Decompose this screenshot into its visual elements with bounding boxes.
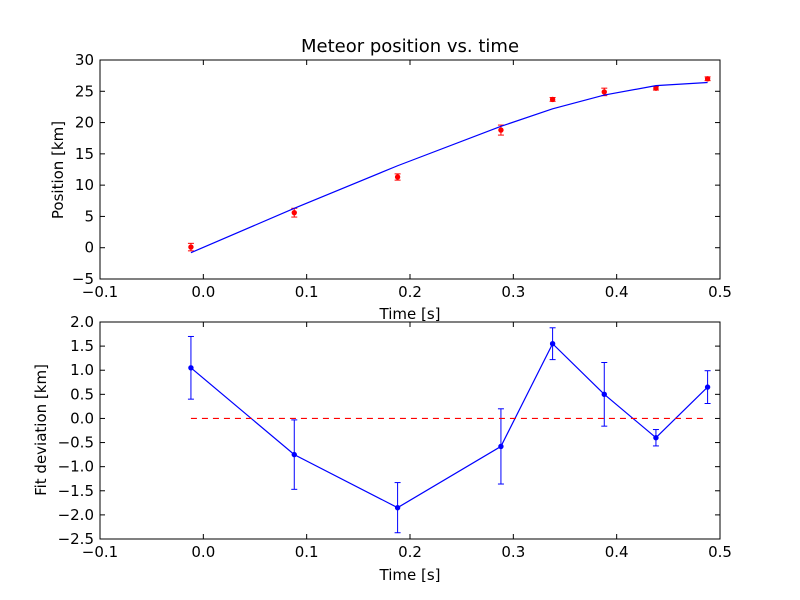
- data-point: [291, 451, 297, 458]
- y-tick-label: −5: [72, 270, 94, 288]
- data-point: [704, 76, 711, 82]
- y-tick-label: 0.0: [70, 409, 94, 427]
- x-tick-label: 0.1: [295, 283, 319, 301]
- data-point: [601, 391, 607, 398]
- x-tick-label: −0.1: [82, 283, 118, 301]
- x-tick-label: −0.1: [82, 543, 118, 561]
- data-point: [394, 504, 401, 511]
- data-point: [704, 384, 711, 390]
- x-tick-label: 0.3: [501, 543, 525, 561]
- x-tick-label: 0.0: [191, 283, 215, 301]
- position-plot: Meteor position vs. time Time [s] Positi…: [49, 36, 732, 323]
- y-axis-label: Fit deviation [km]: [32, 364, 50, 496]
- x-tick-label: 0.3: [501, 283, 525, 301]
- x-tick-label: 0.2: [398, 283, 422, 301]
- data-point: [394, 174, 401, 180]
- series-line: [190, 81, 708, 254]
- x-tick-label: 0.5: [708, 543, 732, 561]
- x-tick-label: 0.1: [295, 543, 319, 561]
- x-tick-label: 0.0: [191, 543, 215, 561]
- deviation-plot: Time [s] Fit deviation [km] −0.1 0.0 0.1 0.…: [32, 313, 732, 584]
- series-line: [190, 342, 709, 509]
- y-tick-label: 0.5: [70, 385, 94, 403]
- x-tick-label: 0.5: [708, 283, 732, 301]
- x-axis-label: Time [s]: [379, 566, 441, 584]
- y-tick-label: 10: [75, 176, 94, 194]
- x-tick-label: 0.4: [605, 283, 629, 301]
- y-tick-label: 1.5: [70, 337, 94, 355]
- x-tick-label: 0.4: [605, 543, 629, 561]
- chart-title: Meteor position vs. time: [301, 36, 519, 57]
- data-point: [188, 244, 194, 250]
- y-tick-label: 30: [75, 51, 94, 69]
- y-tick-label: −1.0: [58, 458, 94, 476]
- y-tick-label: 2.0: [70, 313, 94, 331]
- y-tick-label: 25: [75, 82, 94, 100]
- plot-marks: [187, 327, 711, 534]
- axis-ticks: −0.1 0.0 0.1 0.2 0.3 0.4 0.5 −5 0 5 10 15 20 25 30: [72, 51, 732, 301]
- y-tick-label: 0: [84, 239, 94, 257]
- x-axis-label: Time [s]: [379, 305, 441, 323]
- data-point: [498, 127, 504, 133]
- y-tick-label: −2.0: [58, 506, 94, 524]
- y-tick-label: −0.5: [58, 434, 94, 452]
- x-tick-label: 0.2: [398, 543, 422, 561]
- y-tick-label: 1.0: [70, 361, 94, 379]
- y-axis-label: Position [km]: [49, 121, 67, 219]
- data-point: [549, 96, 556, 103]
- plot-marks: [187, 76, 711, 254]
- data-point: [498, 443, 504, 450]
- y-tick-label: 15: [75, 145, 94, 163]
- data-point: [653, 85, 659, 91]
- data-point: [188, 365, 194, 371]
- data-point: [291, 209, 297, 216]
- data-point: [601, 89, 607, 95]
- data-point: [653, 435, 659, 441]
- data-point: [549, 341, 556, 347]
- y-tick-label: −1.5: [58, 482, 94, 500]
- y-tick-label: 5: [84, 207, 94, 225]
- y-tick-label: 20: [75, 114, 94, 132]
- axis-ticks: −0.1 0.0 0.1 0.2 0.3 0.4 0.5 −2.5 −2.0 −1.5 −1.0 −0…: [58, 313, 732, 561]
- y-tick-label: −2.5: [58, 530, 94, 548]
